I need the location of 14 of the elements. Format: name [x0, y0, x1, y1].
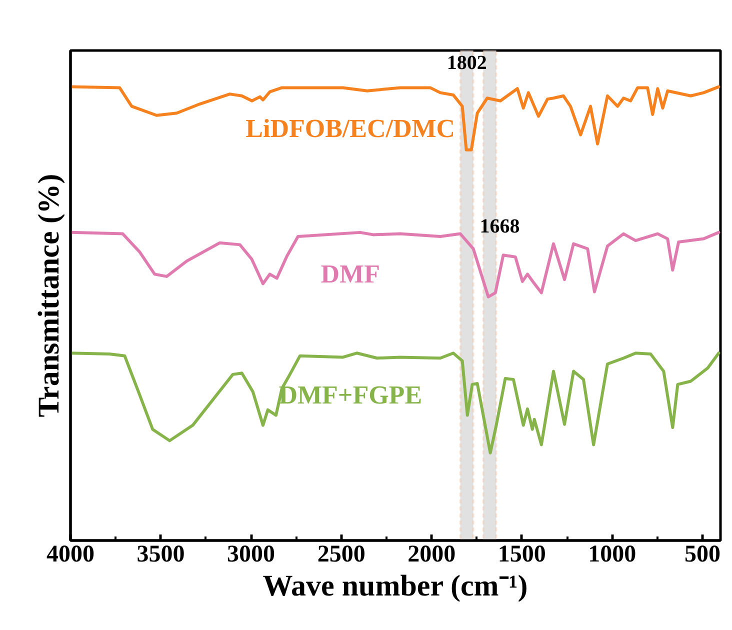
series-label: DMF: [320, 260, 380, 289]
x-axis-title: Wave number (cm⁻¹): [262, 570, 528, 602]
band-label: 1802: [446, 52, 487, 74]
x-tick-label: 2500: [317, 542, 366, 568]
band-label: 1668: [480, 215, 520, 238]
x-tick-label: 1000: [588, 542, 636, 568]
x-tick-label: 500: [684, 542, 720, 568]
x-tick-label: 2000: [408, 542, 456, 568]
y-axis-title: Transmittance (%): [32, 174, 66, 418]
x-tick-label: 3500: [136, 542, 185, 568]
x-tick-label: 1500: [498, 542, 546, 568]
x-tick-label: 4000: [46, 542, 94, 568]
series-label: LiDFOB/EC/DMC: [246, 114, 456, 144]
x-tick-label: 3000: [227, 542, 276, 568]
